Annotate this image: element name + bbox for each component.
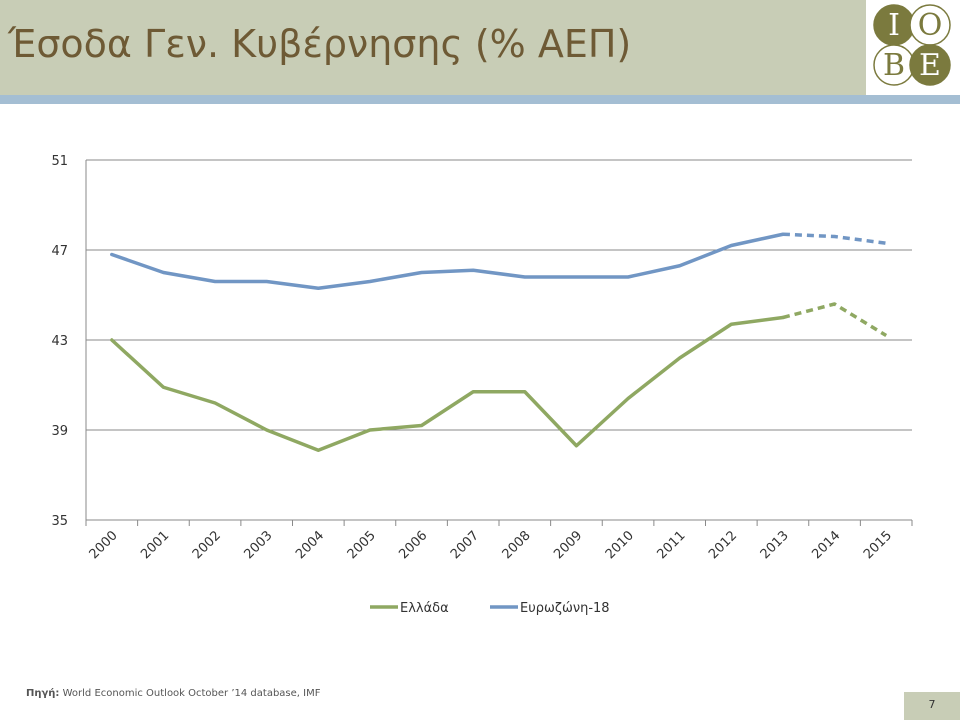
series-line-projection: [782, 302, 888, 337]
series-line: [110, 232, 785, 290]
source-text: World Economic Outlook October ’14 datab…: [62, 688, 321, 699]
header-bar: Έσοδα Γεν. Κυβέρνησης (% ΑΕΠ): [0, 0, 866, 95]
x-tick-label: 2014: [809, 528, 843, 562]
x-tick-label: 2001: [138, 528, 172, 562]
x-tick-label: 2005: [345, 528, 379, 562]
logo-circle: [909, 44, 951, 86]
x-tick-label: 2009: [551, 528, 585, 562]
x-tick-label: 2000: [87, 528, 121, 562]
x-tick-label: 2013: [758, 528, 792, 562]
x-tick-label: 2012: [706, 528, 740, 562]
page-number: 7: [904, 692, 960, 720]
x-tick-label: 2004: [293, 528, 327, 562]
x-tick-label: 2010: [603, 528, 637, 562]
legend-label: Ευρωζώνη-18: [520, 601, 610, 616]
y-tick-label: 43: [51, 334, 68, 349]
y-tick-label: 51: [51, 154, 68, 169]
y-tick-label: 47: [51, 244, 68, 259]
logo-letter: E: [919, 48, 941, 83]
x-tick-label: 2003: [242, 528, 276, 562]
x-tick-label: 2008: [500, 528, 534, 562]
x-tick-label: 2015: [861, 528, 895, 562]
page-title: Έσοδα Γεν. Κυβέρνησης (% ΑΕΠ): [8, 22, 632, 66]
source-note: Πηγή: World Economic Outlook October ’14…: [26, 688, 320, 699]
legend-label: Ελλάδα: [400, 601, 449, 616]
logo-letter: O: [918, 8, 943, 43]
revenue-line-chart: 35 39 43 47 51 2000 2001 2002 2003 2004 2005 2006 20…: [51, 154, 913, 616]
y-tick-label: 39: [51, 424, 68, 439]
logo-letter: I: [888, 8, 900, 43]
y-tick-label: 35: [51, 514, 68, 529]
series-line-projection: [782, 232, 887, 245]
x-tick-label: 2011: [655, 528, 689, 562]
source-label: Πηγή:: [26, 688, 60, 699]
series-line: [110, 315, 785, 452]
logo-letter: B: [883, 48, 905, 83]
x-tick-label: 2002: [190, 528, 224, 562]
x-tick-label: 2007: [448, 528, 482, 562]
accent-band: [0, 95, 960, 104]
x-tick-label: 2006: [396, 528, 430, 562]
